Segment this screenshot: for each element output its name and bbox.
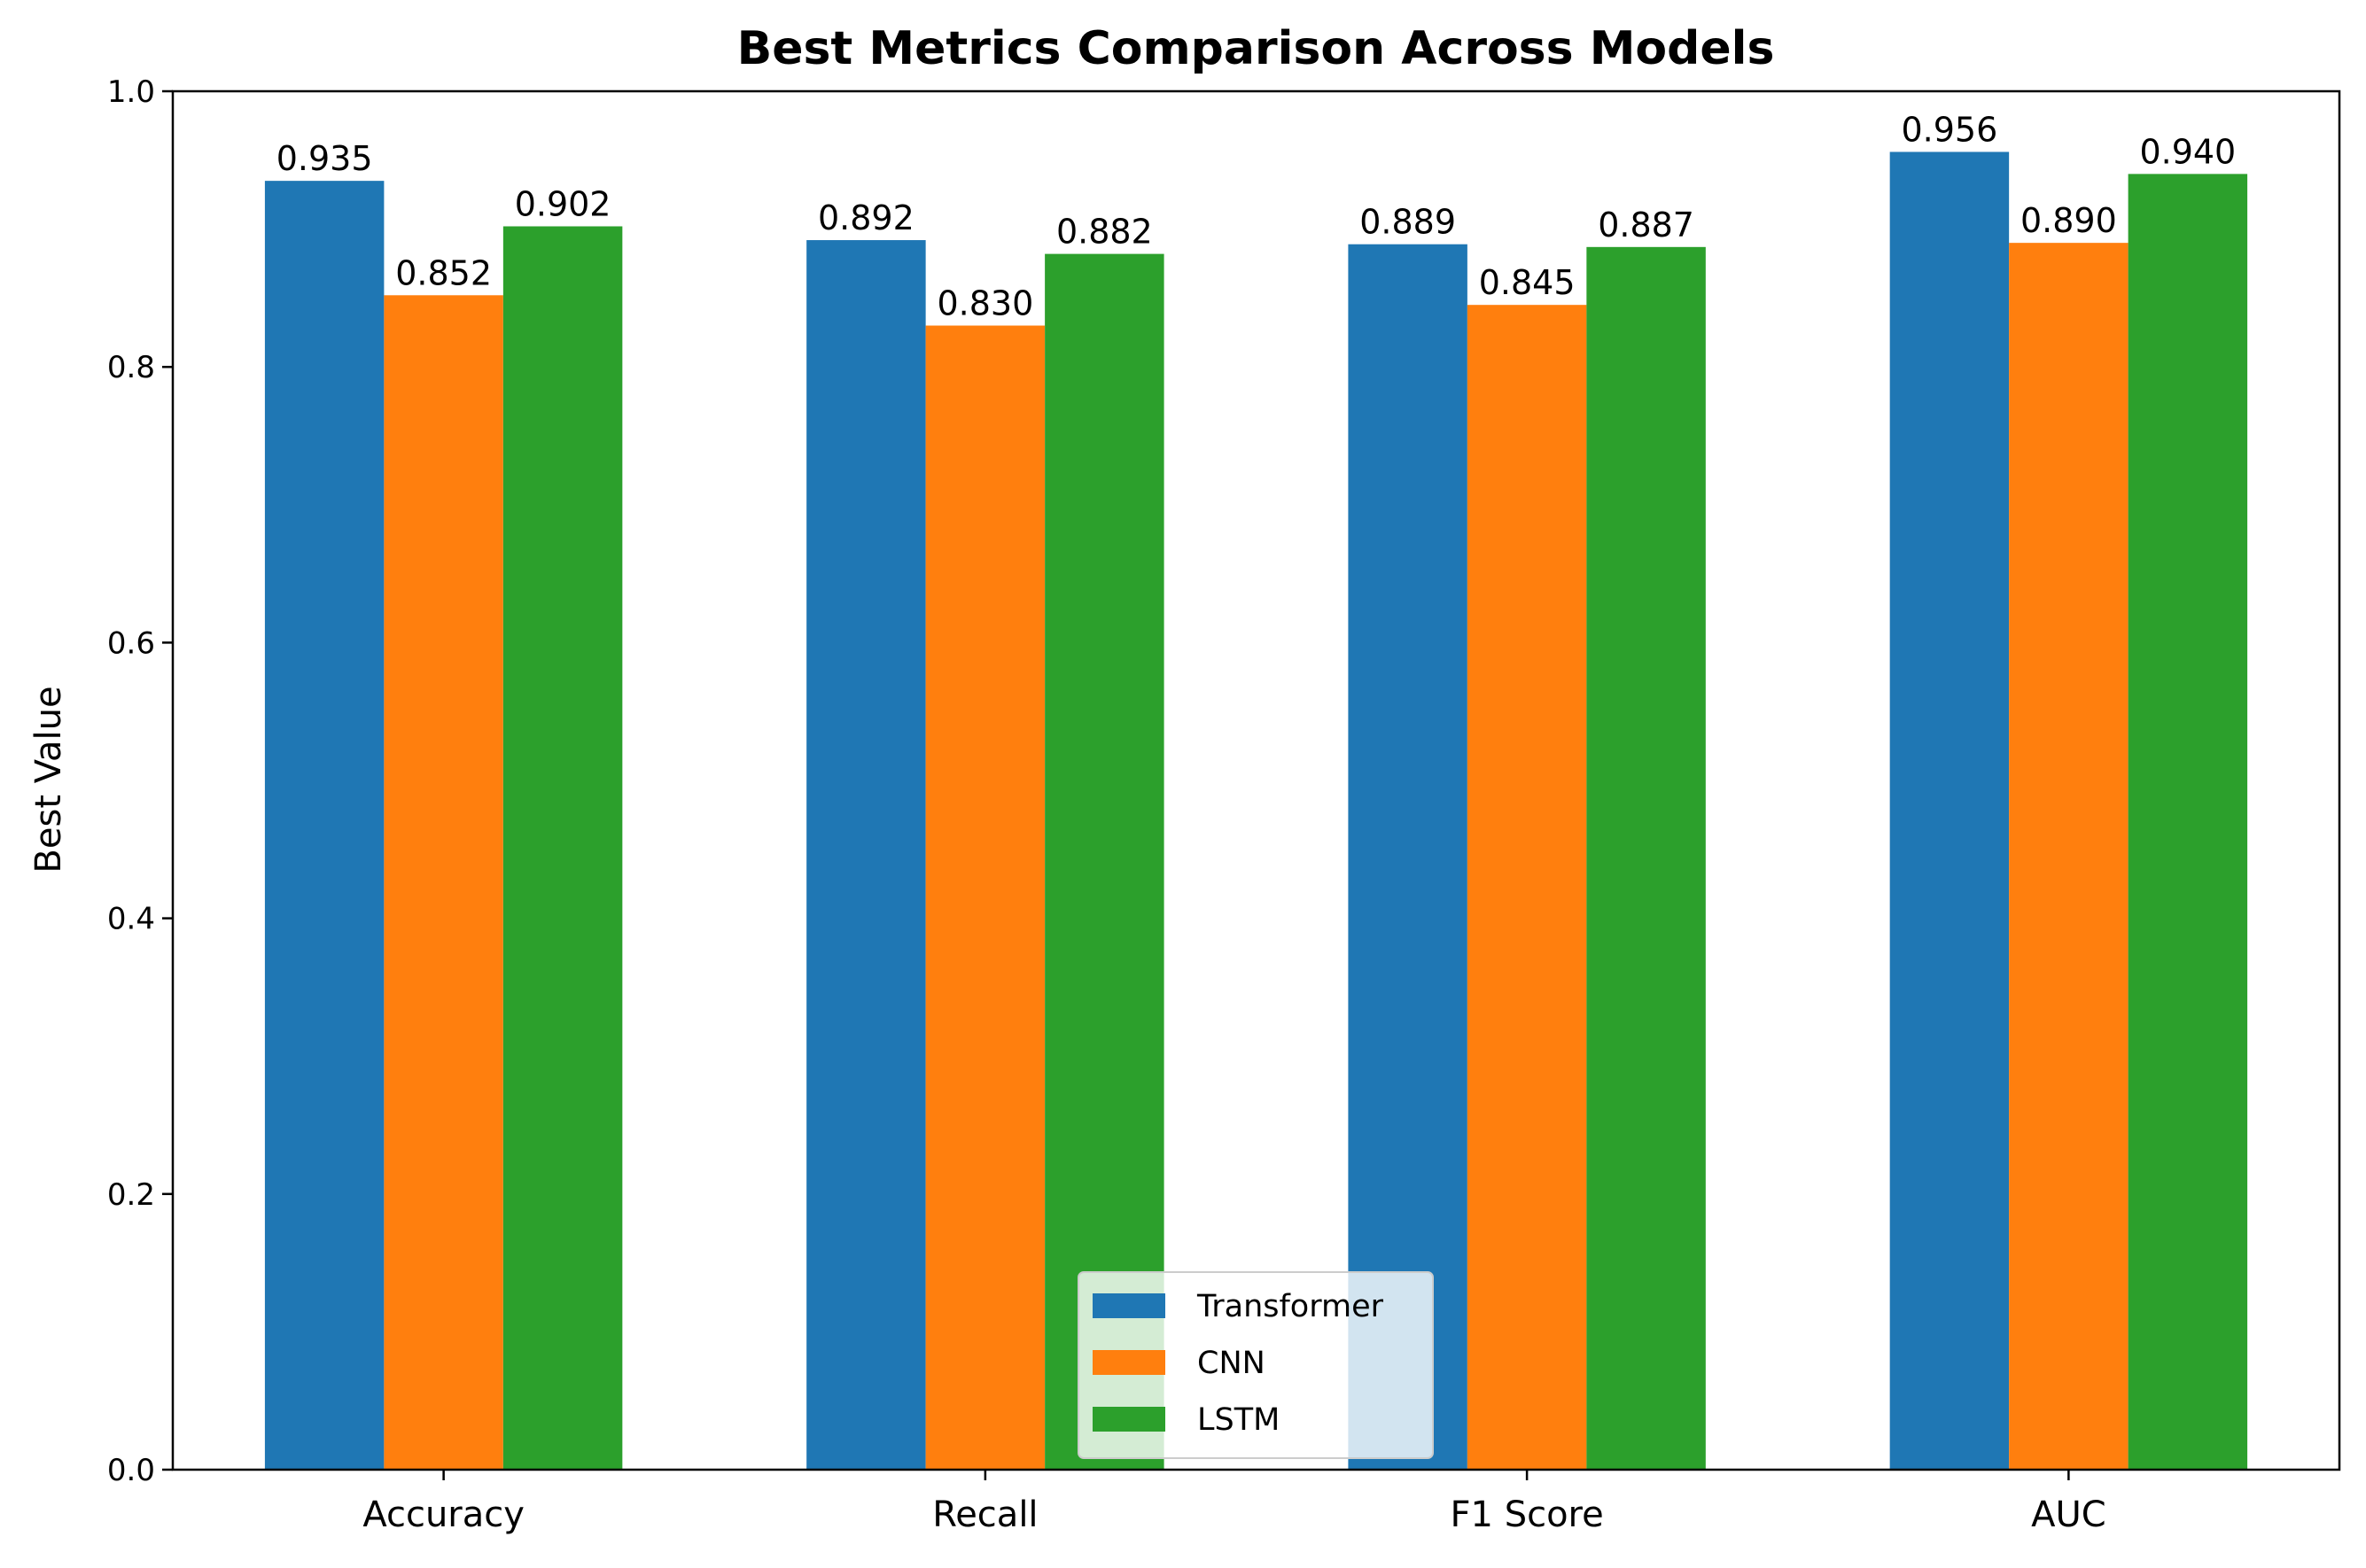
series-transformer: 0.935 0.892 0.889 0.956 [264,110,2010,1471]
legend-swatch [1093,1293,1165,1318]
legend-swatch [1093,1350,1165,1375]
series-cnn: 0.852 0.830 0.845 0.890 [384,201,2129,1471]
legend-label: Transformer [1196,1289,1384,1324]
bar[interactable] [1467,305,1587,1471]
bar[interactable] [264,181,385,1470]
y-tick-label: 1.0 [107,74,155,110]
bar[interactable] [925,325,1046,1470]
legend-label: LSTM [1197,1402,1280,1438]
bar[interactable] [1045,253,1164,1470]
legend-box [1078,1271,1434,1459]
bar-value-label: 0.889 [1359,203,1456,242]
bar-value-label: 0.890 [2020,201,2117,240]
legend: Transformer CNN LSTM [1078,1271,1434,1459]
plot-frame [171,89,2341,1471]
bar[interactable] [1889,151,2010,1471]
y-tick-label: 0.4 [107,902,155,937]
bar[interactable] [1586,246,1706,1470]
y-tick-label: 0.0 [107,1453,155,1488]
bar-value-label: 0.830 [937,284,1033,323]
bar[interactable] [2128,174,2248,1471]
bar[interactable] [806,240,926,1471]
bar-value-label: 0.892 [818,198,914,237]
series-lstm: 0.902 0.882 0.887 0.940 [502,132,2248,1471]
y-axis-label: Best Value [28,686,69,873]
bar-value-label: 0.887 [1598,206,1694,245]
bar[interactable] [1348,244,1467,1470]
bar-value-label: 0.852 [395,253,492,292]
bar[interactable] [502,226,623,1470]
legend-swatch [1093,1407,1165,1432]
bar-value-label: 0.935 [276,139,373,178]
bar[interactable] [2009,243,2129,1470]
plot-area: 0.935 0.892 0.889 0.956 0.852 0.830 0.845 0.890… [107,74,2341,1535]
legend-label: CNN [1197,1346,1265,1381]
x-tick-label: AUC [2031,1494,2106,1535]
y-tick-label: 0.2 [107,1177,155,1213]
x-tick-label: Recall [932,1494,1038,1535]
bar-value-label: 0.956 [1902,110,1998,149]
y-tick-label: 0.6 [107,625,155,661]
x-tick-label: F1 Score [1451,1494,1604,1535]
chart-title: Best Metrics Comparison Across Models [737,22,1775,75]
y-tick-label: 0.8 [107,350,155,385]
bar-value-label: 0.902 [515,184,611,223]
bar-value-label: 0.845 [1479,263,1576,302]
bar-value-label: 0.940 [2139,132,2236,171]
bar[interactable] [384,295,503,1471]
bar-value-label: 0.882 [1056,213,1153,252]
x-tick-label: Accuracy [362,1494,525,1535]
